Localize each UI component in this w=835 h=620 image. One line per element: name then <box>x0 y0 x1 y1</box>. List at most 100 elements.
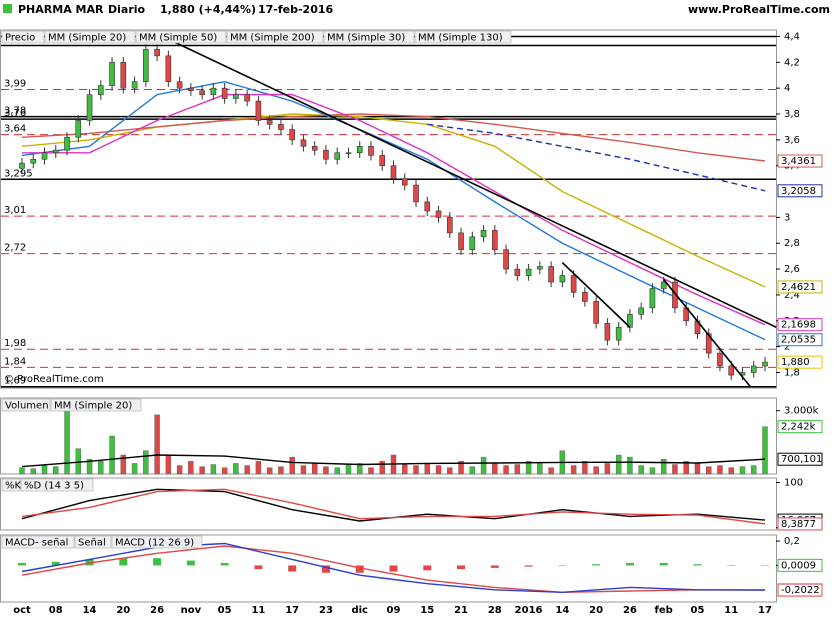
candle-body <box>233 94 239 99</box>
level-label: 3,295 <box>4 168 33 179</box>
legend-entry: Señal <box>78 538 106 549</box>
y-tick-label: 2 <box>784 342 790 353</box>
end-label: 8,3877 <box>781 519 816 530</box>
legend-entry: MM (Simple 50) <box>139 33 217 44</box>
volume-bar <box>233 463 239 475</box>
candle-body <box>424 201 431 212</box>
legend-entry: MACD- señal <box>5 538 68 549</box>
candle-body <box>446 217 453 234</box>
candle-body <box>86 94 93 121</box>
y-tick-label: 4,4 <box>784 31 800 42</box>
x-tick-label: 11 <box>251 605 265 616</box>
legend-entry: %K <box>5 481 22 492</box>
volume-bar <box>86 459 93 475</box>
level-label: 1,69 <box>4 376 26 387</box>
candle-body <box>109 62 115 86</box>
legend-box <box>1 398 51 412</box>
y-tick-label: 3,8 <box>784 109 800 120</box>
histogram-bar <box>321 565 330 573</box>
candle-body <box>154 49 160 57</box>
legend-box <box>74 535 112 549</box>
end-label: 2,1698 <box>781 320 816 331</box>
candle-body <box>469 236 476 251</box>
volume-bar <box>120 454 127 475</box>
end-label-box <box>777 420 823 434</box>
x-tick-label: 05 <box>690 605 704 616</box>
level-label: 2,72 <box>4 243 26 254</box>
candle-body <box>30 158 37 164</box>
panel-frame <box>0 534 777 603</box>
site: www.ProRealTime.com <box>688 3 830 16</box>
candle-body <box>458 232 464 251</box>
candle-body <box>379 155 386 167</box>
volume-bar <box>357 463 363 475</box>
volume-bar <box>593 466 599 475</box>
volume-bar <box>176 465 183 475</box>
candle-body <box>266 120 273 125</box>
volume-bar <box>255 461 262 475</box>
y-tick-label: 3.000k <box>784 406 819 417</box>
histogram-bar <box>524 565 533 567</box>
volume-bar <box>739 466 746 475</box>
volume-bar <box>683 461 689 475</box>
end-label: 3,4361 <box>781 156 816 167</box>
x-tick-label: 21 <box>454 605 468 616</box>
indicator-line <box>21 545 766 594</box>
y-tick-label: 0,2 <box>784 536 800 547</box>
volume-bar <box>660 459 667 475</box>
volume-bar <box>514 464 521 475</box>
legend-box <box>135 30 227 44</box>
legend-entry: MM (Simple 20) <box>48 33 126 44</box>
volume-bar <box>413 465 419 475</box>
x-tick-label: 14 <box>555 605 569 616</box>
end-label: -0,2022 <box>781 585 820 596</box>
x-tick-label: 15 <box>420 605 434 616</box>
candle-body <box>323 149 329 160</box>
legend-entry: Precio <box>5 33 35 44</box>
volume-bar <box>368 467 374 475</box>
volume-bar <box>728 467 734 475</box>
legend-box <box>414 30 512 44</box>
end-label: 0,0009 <box>781 560 816 571</box>
x-tick-label: 08 <box>49 605 63 616</box>
legend-entry: %D (14 3 5) <box>24 481 84 492</box>
candle-body <box>728 365 735 376</box>
y-tick-label: 2,4 <box>784 290 800 301</box>
volume-bar <box>98 461 104 475</box>
legend-box <box>1 535 75 549</box>
histogram-bar <box>51 561 60 566</box>
candle-body <box>615 326 622 341</box>
candle-body <box>717 352 723 367</box>
legend-box <box>1 30 45 44</box>
trendline <box>156 33 777 328</box>
x-tick-label: 09 <box>387 605 401 616</box>
candle-body <box>199 90 205 95</box>
volume-bar <box>638 465 644 475</box>
candle-body <box>435 210 442 218</box>
watermark: © ProRealTime.com <box>4 374 104 385</box>
volume-bar <box>525 461 532 475</box>
candle-body <box>131 81 138 89</box>
volume-bar <box>165 454 172 475</box>
volume-bar <box>300 465 307 475</box>
histogram-bar <box>625 563 634 566</box>
candle-body <box>244 94 250 102</box>
x-tick-label: nov <box>181 605 202 616</box>
end-label-box <box>777 280 823 294</box>
histogram-bar <box>119 558 128 566</box>
volume-bar <box>210 464 217 475</box>
level-label: 1,84 <box>4 356 26 367</box>
x-tick-label: 11 <box>724 605 738 616</box>
histogram-bar <box>423 565 432 571</box>
legend-box <box>226 30 324 44</box>
histogram-bar <box>558 565 567 566</box>
candle-body <box>672 281 678 309</box>
histogram-bar <box>18 563 26 566</box>
volume-bar <box>447 467 453 475</box>
end-label-box <box>777 452 823 466</box>
histogram-bar <box>659 563 668 566</box>
volume-bar <box>649 467 656 475</box>
quote: 1,880 (+4,44%) <box>160 3 256 16</box>
candle-body <box>165 55 172 82</box>
period: Diario <box>108 3 146 16</box>
